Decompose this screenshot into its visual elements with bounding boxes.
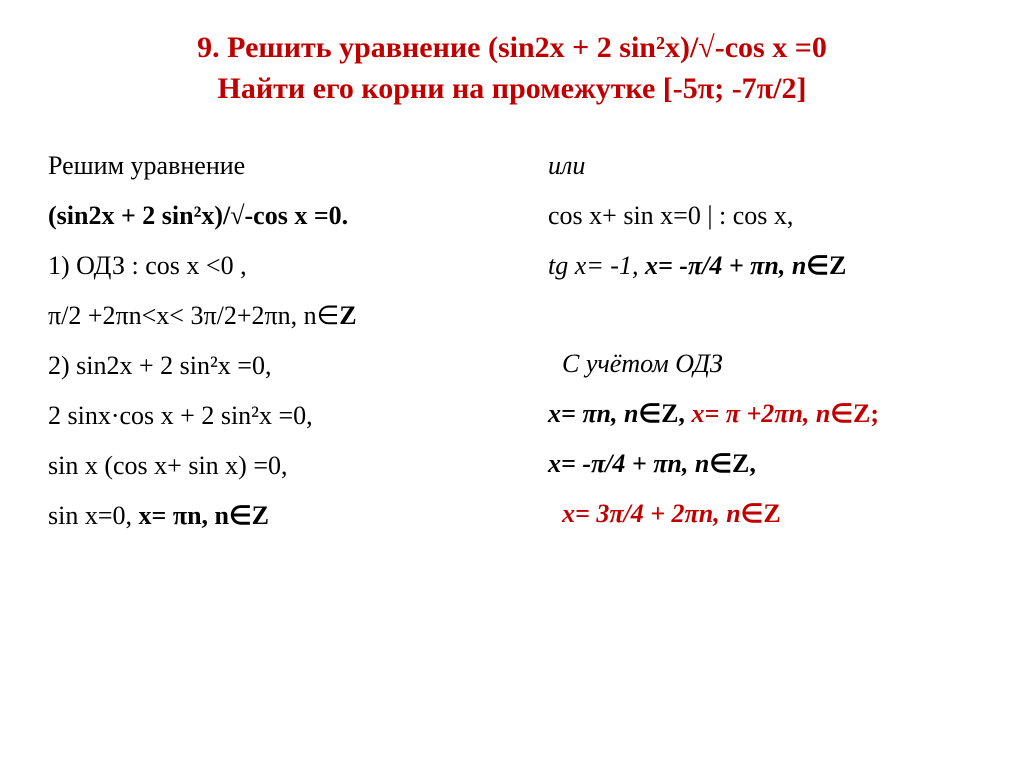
right-line-3: С учётом ОДЗ <box>548 351 976 377</box>
right-line-2-prefix: tg x= -1, <box>548 251 645 280</box>
left-line-5: 2 sinx·cos x + 2 sin²x =0, <box>48 403 476 429</box>
right-line-4-seg2: x= π +2πn, n <box>691 399 830 428</box>
left-line-0: Решим уравнение <box>48 153 476 179</box>
set-z: Z <box>763 499 780 528</box>
right-line-4-seg1: x= πn, n <box>548 399 638 428</box>
left-line-6: sin x (cos x+ sin x) =0, <box>48 453 476 479</box>
set-z: Z <box>339 301 356 330</box>
element-of-symbol: ∈ <box>638 399 661 428</box>
problem-title: 9. Решить уравнение (sin2x + 2 sin²x)/√-… <box>48 28 976 109</box>
element-of-symbol: ∈ <box>317 301 340 330</box>
right-line-5: x= -π/4 + πn, n∈Z, <box>548 451 976 477</box>
right-line-2-main: x= -π/4 + πn, n <box>645 251 806 280</box>
left-line-7-bold: x= πn, n <box>139 501 229 530</box>
element-of-symbol: ∈ <box>741 499 764 528</box>
left-line-2: 1) ОДЗ : cos x <0 , <box>48 253 476 279</box>
right-column: или cos x+ sin x=0 | : cos x, tg x= -1, … <box>548 153 976 553</box>
solution-columns: Решим уравнение (sin2x + 2 sin²x)/√-cos … <box>48 153 976 553</box>
right-line-6: x= 3π/4 + 2πn, n∈Z <box>548 501 976 527</box>
left-line-4: 2) sin2x + 2 sin²x =0, <box>48 353 476 379</box>
left-line-7-prefix: sin x=0, <box>48 501 139 530</box>
element-of-symbol: ∈ <box>709 449 732 478</box>
set-z: Z, <box>732 449 756 478</box>
set-z: Z <box>829 251 846 280</box>
title-line-1: 9. Решить уравнение (sin2x + 2 sin²x)/√-… <box>197 31 827 64</box>
right-line-4: x= πn, n∈Z, x= π +2πn, n∈Z; <box>548 401 976 427</box>
left-line-3: π/2 +2πn<x< 3π/2+2πn, n∈Z <box>48 303 476 329</box>
right-line-5-main: x= -π/4 + πn, n <box>548 449 709 478</box>
right-line-0: или <box>548 153 976 179</box>
set-z: Z; <box>853 399 879 428</box>
element-of-symbol: ∈ <box>806 251 829 280</box>
left-line-7: sin x=0, x= πn, n∈Z <box>48 503 476 529</box>
element-of-symbol: ∈ <box>229 501 252 530</box>
spacer <box>548 303 976 327</box>
left-column: Решим уравнение (sin2x + 2 sin²x)/√-cos … <box>48 153 476 553</box>
set-z: Z <box>252 501 269 530</box>
right-line-2: tg x= -1, x= -π/4 + πn, n∈Z <box>548 253 976 279</box>
title-line-2: Найти его корни на промежутке [-5π; -7π/… <box>218 72 807 105</box>
right-line-1: cos x+ sin x=0 | : cos x, <box>548 203 976 229</box>
left-line-3-prefix: π/2 +2πn<x< 3π/2+2πn, n <box>48 301 317 330</box>
element-of-symbol: ∈ <box>830 399 853 428</box>
right-line-6-main: x= 3π/4 + 2πn, n <box>562 499 741 528</box>
set-z: Z, <box>661 399 691 428</box>
left-line-1: (sin2x + 2 sin²x)/√-cos x =0. <box>48 203 476 229</box>
